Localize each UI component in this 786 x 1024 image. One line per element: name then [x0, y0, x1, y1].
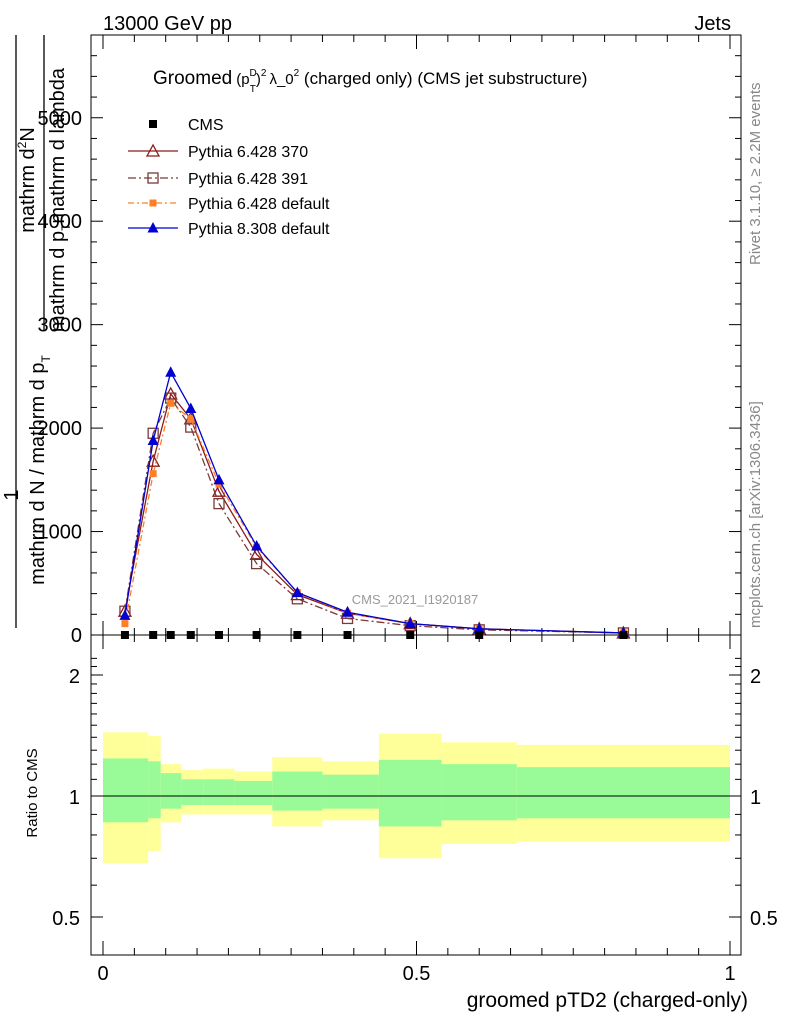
ratio-ytick-label-0: 0.5	[52, 908, 80, 930]
ratio-y-axis: 0.5 0.5 1 1 2 2	[52, 657, 778, 930]
ratio-ytick-label-2: 2	[69, 666, 80, 688]
ratio-inner-band-1	[148, 761, 161, 819]
legend-label-1: Pythia 6.428 370	[188, 144, 308, 161]
title-p: (p	[236, 71, 249, 88]
x-axis-label: groomed pTD2 (charged-only)	[467, 989, 748, 1012]
ratio-inner-band-6	[272, 771, 323, 811]
series-4-point-8	[404, 617, 416, 629]
series-0-point-10	[619, 631, 628, 639]
series-0-point-9	[475, 631, 484, 639]
legend-marker-2	[147, 172, 159, 184]
series-4-point-7	[342, 606, 354, 617]
legend-marker-1	[145, 143, 161, 157]
title-sup3: 2	[294, 68, 300, 79]
series-4-point-0	[119, 609, 131, 620]
ratio-inner-band-7	[322, 774, 379, 809]
title-sup-d: D	[250, 68, 257, 79]
series-4-point-1	[147, 434, 159, 446]
xtick-label-1: 0.5	[403, 963, 431, 985]
ylabel-den: mathrm d pTmathrm d lambda	[47, 67, 73, 332]
ylabel-one: 1	[1, 489, 23, 500]
rivet-label: Rivet 3.1.10, ≥ 2.2M events	[747, 83, 764, 266]
ratio-ytick-label-1: 1	[69, 787, 80, 809]
series-4-point-6	[291, 586, 303, 598]
series-0-point-5	[252, 631, 261, 639]
ratio-inner-band-10	[516, 767, 730, 819]
title-suffix: (charged only) (CMS jet substructure)	[299, 69, 587, 88]
series-1-point-5	[249, 546, 264, 560]
ratio-ytick-label-right-1: 1	[750, 787, 761, 809]
series-4-point-5	[251, 540, 263, 551]
series-1-point-4	[211, 483, 227, 497]
series-0	[120, 631, 628, 639]
series-0-point-7	[343, 631, 352, 639]
ratio-inner-band-9	[441, 764, 517, 821]
title-sup2: 2	[261, 68, 267, 79]
title-sub-t: T	[250, 84, 256, 95]
main-y-label: 1 mathrm d2N mathrm d pTmathrm d lambda …	[1, 35, 73, 628]
ratio-uncertainty-bands	[103, 732, 730, 864]
plot-title: Groomed (pD T)2 λ_02 (charged only) (CMS je…	[153, 68, 587, 95]
series-0-point-2	[166, 631, 175, 639]
legend-marker-0	[149, 120, 157, 128]
series-0-point-1	[149, 631, 158, 639]
main-ytick-label-0: 0	[71, 625, 82, 647]
series-4-point-9	[473, 622, 485, 634]
title-prefix: Groomed	[153, 68, 232, 89]
legend-marker-4	[147, 222, 159, 233]
title-lambda: λ_0	[269, 71, 293, 88]
ratio-inner-band-3	[181, 779, 204, 805]
ratio-y-label: Ratio to CMS	[24, 748, 41, 837]
main-ytick-label-5: 5000	[38, 108, 83, 130]
series-2-point-5	[250, 557, 263, 570]
mcplots-label: mcplots.cern.ch [arXiv:1306.3436]	[747, 401, 764, 628]
series-4-point-2	[165, 366, 177, 377]
ylabel-num: mathrm d2N	[15, 127, 39, 233]
series-0-point-3	[186, 631, 195, 639]
ratio-ytick-label-right-2: 2	[750, 666, 761, 688]
series-0-point-4	[214, 631, 223, 639]
header-category: Jets	[694, 13, 731, 35]
ratio-inner-band-2	[160, 773, 182, 809]
ratio-inner-band-5	[234, 780, 273, 805]
main-ytick-label-3: 3000	[38, 315, 83, 337]
legend: CMS Pythia 6.428 370 Pythia 6.428 391 Pythi…	[128, 117, 330, 238]
main-y-axis: 0 1000 2000 3000 4000 5000	[38, 55, 741, 647]
main-ytick-label-4: 4000	[38, 211, 83, 233]
series-4-point-4	[213, 473, 225, 485]
main-ytick-label-2: 2000	[38, 418, 83, 440]
ratio-inner-band-0	[103, 758, 149, 823]
legend-label-0: CMS	[188, 117, 224, 134]
legend-label-2: Pythia 6.428 391	[188, 171, 308, 188]
xtick-label-0: 0	[97, 963, 108, 985]
legend-label-4: Pythia 8.308 default	[188, 221, 330, 238]
series-layer	[117, 366, 631, 639]
analysis-watermark: CMS_2021_I1920187	[352, 592, 479, 607]
series-line-2	[124, 396, 624, 634]
ratio-ytick-label-right-0: 0.5	[750, 908, 778, 930]
title-close: )	[256, 71, 261, 88]
series-0-point-8	[406, 631, 415, 639]
series-3-point-2	[167, 399, 175, 407]
ratio-inner-band-4	[203, 779, 235, 805]
xtick-label-2: 1	[724, 963, 735, 985]
series-3-point-1	[149, 470, 157, 478]
series-0-point-6	[293, 631, 302, 639]
ratio-inner-band-8	[378, 759, 442, 827]
series-0-point-0	[120, 631, 129, 639]
series-3-point-3	[187, 415, 195, 423]
x-axis: 0 0.5 1	[97, 35, 736, 985]
series-4-point-3	[185, 402, 197, 413]
legend-label-3: Pythia 6.428 default	[188, 196, 330, 213]
series-2-point-4	[213, 497, 225, 510]
header-collision: 13000 GeV pp	[103, 13, 232, 35]
series-3-point-0	[121, 620, 129, 628]
ylabel-left-den: mathrm d N / mathrm d pT	[27, 355, 53, 585]
main-ytick-label-1: 1000	[38, 522, 83, 544]
legend-marker-3	[149, 199, 157, 207]
